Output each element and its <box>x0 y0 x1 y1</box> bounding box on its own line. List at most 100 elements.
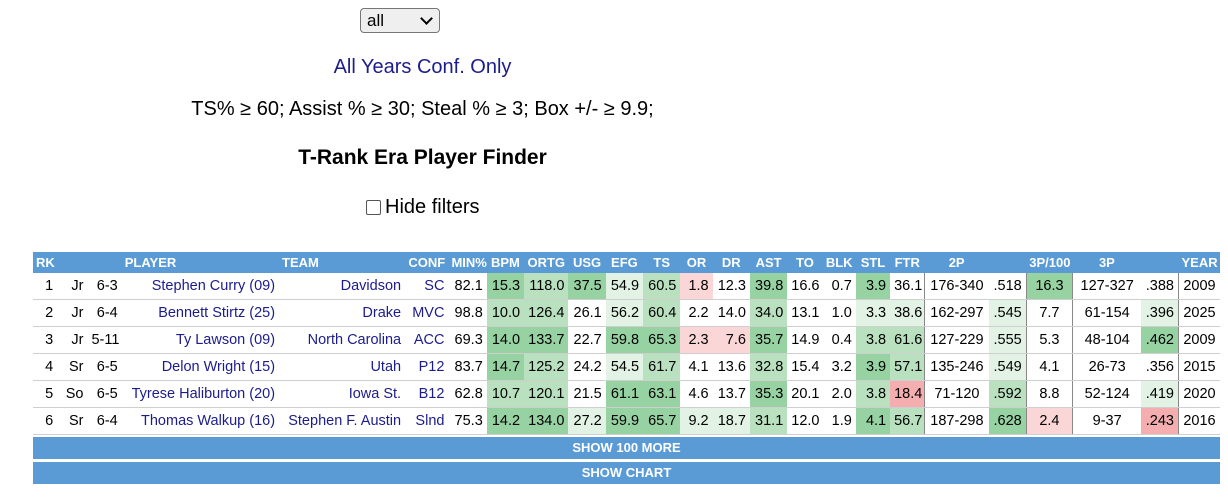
conf-link[interactable]: MVC <box>405 299 449 327</box>
column-header[interactable]: DR <box>712 252 750 273</box>
column-header[interactable]: 3P/100 <box>1026 252 1073 273</box>
team-link[interactable]: Stephen F. Austin <box>279 407 406 435</box>
stat-or: 9.2 <box>680 407 713 435</box>
stat-3p: 48-104 <box>1072 326 1142 354</box>
year-select[interactable]: all <box>360 8 440 33</box>
row-rank: 3 <box>33 326 58 354</box>
column-header[interactable]: ORTG <box>524 252 569 273</box>
row-rank: 4 <box>33 353 58 381</box>
stat-2p: 127-229 <box>923 326 989 354</box>
stat-ts: 61.7 <box>643 353 681 381</box>
column-header[interactable]: OR <box>680 252 713 273</box>
filter-summary: TS% ≥ 60; Assist % ≥ 30; Steal % ≥ 3; Bo… <box>191 98 654 120</box>
page-title: T-Rank Era Player Finder <box>298 146 547 169</box>
column-header[interactable]: BPM <box>486 252 525 273</box>
stat-year: 2015 <box>1178 353 1220 381</box>
stat-ortg: 126.4 <box>524 299 569 327</box>
row-height: 6-5 <box>87 380 122 408</box>
column-header[interactable]: TEAM <box>279 252 406 273</box>
player-link[interactable]: Stephen Curry (09) <box>121 273 280 300</box>
table-row: 1 Jr 6-3 Stephen Curry (09) Davidson SC 82.1 15… <box>33 273 1220 300</box>
stat-2p: 187-298 <box>923 407 989 435</box>
stat-usg: 22.7 <box>568 326 606 354</box>
stat-3p-per-100: 2.4 <box>1025 407 1073 435</box>
stat-2p: 135-246 <box>923 353 989 381</box>
stat-to: 15.4 <box>787 353 823 381</box>
column-header[interactable]: EFG <box>605 252 644 273</box>
team-link[interactable]: Utah <box>279 353 406 381</box>
row-height: 6-5 <box>87 353 122 381</box>
column-header[interactable]: USG <box>568 252 606 273</box>
stat-2p-pct: .592 <box>988 380 1027 408</box>
stat-efg: 54.9 <box>605 273 644 300</box>
stat-usg: 37.5 <box>568 273 606 300</box>
column-header[interactable]: YEAR <box>1178 252 1220 273</box>
stat-ast: 39.8 <box>749 273 788 300</box>
team-link[interactable]: Iowa St. <box>279 380 406 408</box>
conf-link[interactable]: SC <box>405 273 449 300</box>
stat-dr: 14.0 <box>712 299 750 327</box>
stat-3p-pct: .396 <box>1141 299 1179 327</box>
column-header[interactable]: PLAYER <box>121 252 280 273</box>
row-class: Sr <box>57 407 88 435</box>
conf-link[interactable]: B12 <box>405 380 449 408</box>
stat-ts: 60.4 <box>643 299 681 327</box>
stat-3p: 26-73 <box>1072 353 1142 381</box>
player-link[interactable]: Delon Wright (15) <box>121 353 280 381</box>
stat-dr: 7.6 <box>712 326 750 354</box>
column-header[interactable]: TO <box>787 252 823 273</box>
stat-ts: 63.1 <box>643 380 681 408</box>
stat-or: 4.6 <box>680 380 713 408</box>
column-header[interactable]: AST <box>749 252 788 273</box>
stat-usg: 21.5 <box>568 380 606 408</box>
stat-3p: 61-154 <box>1072 299 1142 327</box>
stat-2p: 176-340 <box>923 273 989 300</box>
player-link[interactable]: Bennett Stirtz (25) <box>121 299 280 327</box>
column-header[interactable] <box>87 252 122 273</box>
stat-ts: 60.5 <box>643 273 681 300</box>
column-header[interactable]: RK <box>33 252 58 273</box>
column-header[interactable]: 2P <box>924 252 989 273</box>
stat-to: 14.9 <box>787 326 823 354</box>
table-header: RK PLAYER TEAM CONF MIN% BPM ORTG USG EFG TS OR DR A… <box>33 252 1220 273</box>
stat-to: 13.1 <box>787 299 823 327</box>
stat-2p-pct: .555 <box>988 326 1027 354</box>
stat-blk: 2.0 <box>822 380 856 408</box>
stat-min: 82.1 <box>448 273 487 300</box>
column-header[interactable] <box>57 252 88 273</box>
row-rank: 1 <box>33 273 58 300</box>
show-more-button[interactable]: SHOW 100 MORE <box>33 437 1220 459</box>
team-link[interactable]: Drake <box>279 299 406 327</box>
stat-ortg: 133.7 <box>524 326 569 354</box>
stat-3p-per-100: 4.1 <box>1025 353 1073 381</box>
team-link[interactable]: Davidson <box>279 273 406 300</box>
conf-link[interactable]: Slnd <box>405 407 449 435</box>
stat-stl: 3.9 <box>855 353 891 381</box>
table-body: 1 Jr 6-3 Stephen Curry (09) Davidson SC 82.1 15… <box>33 273 1220 435</box>
stat-min: 69.3 <box>448 326 487 354</box>
team-link[interactable]: North Carolina <box>279 326 406 354</box>
stat-dr: 13.6 <box>712 353 750 381</box>
conf-link[interactable]: ACC <box>405 326 449 354</box>
column-header[interactable]: MIN% <box>448 252 487 273</box>
player-link[interactable]: Thomas Walkup (16) <box>121 407 280 435</box>
stat-3p-pct: .462 <box>1141 326 1179 354</box>
stat-ortg: 125.2 <box>524 353 569 381</box>
column-header[interactable]: FTR <box>890 252 925 273</box>
column-header[interactable] <box>1141 252 1179 273</box>
show-chart-button[interactable]: SHOW CHART <box>33 461 1220 484</box>
stat-efg: 54.5 <box>605 353 644 381</box>
column-header[interactable]: BLK <box>822 252 856 273</box>
conf-link[interactable]: P12 <box>405 353 449 381</box>
column-header[interactable]: 3P <box>1072 252 1142 273</box>
column-header[interactable]: STL <box>855 252 891 273</box>
column-header[interactable]: TS <box>643 252 681 273</box>
stat-usg: 27.2 <box>568 407 606 435</box>
player-link[interactable]: Tyrese Haliburton (20) <box>121 380 280 408</box>
hide-filters-checkbox[interactable] <box>366 199 381 215</box>
hide-filters-toggle[interactable]: Hide filters <box>366 196 479 218</box>
column-header[interactable] <box>988 252 1027 273</box>
player-link[interactable]: Ty Lawson (09) <box>121 326 280 354</box>
stat-3p-pct: .388 <box>1141 273 1179 300</box>
column-header[interactable]: CONF <box>405 252 449 273</box>
